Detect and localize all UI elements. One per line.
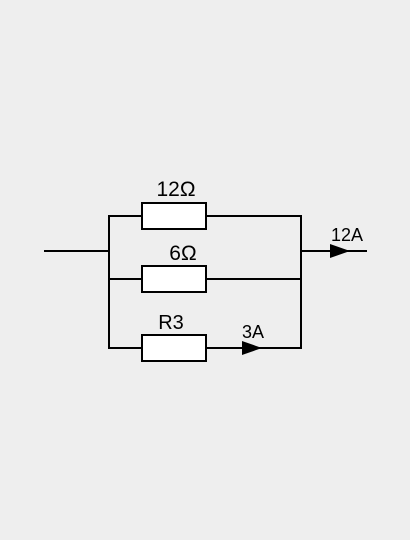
branch-3-current-arrow bbox=[242, 341, 262, 355]
resistor-6-ohm-label: 6Ω bbox=[169, 242, 196, 265]
resistor-6-ohm bbox=[141, 265, 207, 293]
resistor-r3-label: R3 bbox=[158, 312, 184, 334]
resistor-12-ohm bbox=[141, 202, 207, 230]
resistor-r3 bbox=[141, 334, 207, 362]
total-current-label: 12A bbox=[331, 225, 363, 245]
branch-3-current-label: 3A bbox=[242, 322, 264, 342]
resistor-12-ohm-label: 12Ω bbox=[156, 178, 195, 201]
total-current-arrow bbox=[330, 244, 350, 258]
